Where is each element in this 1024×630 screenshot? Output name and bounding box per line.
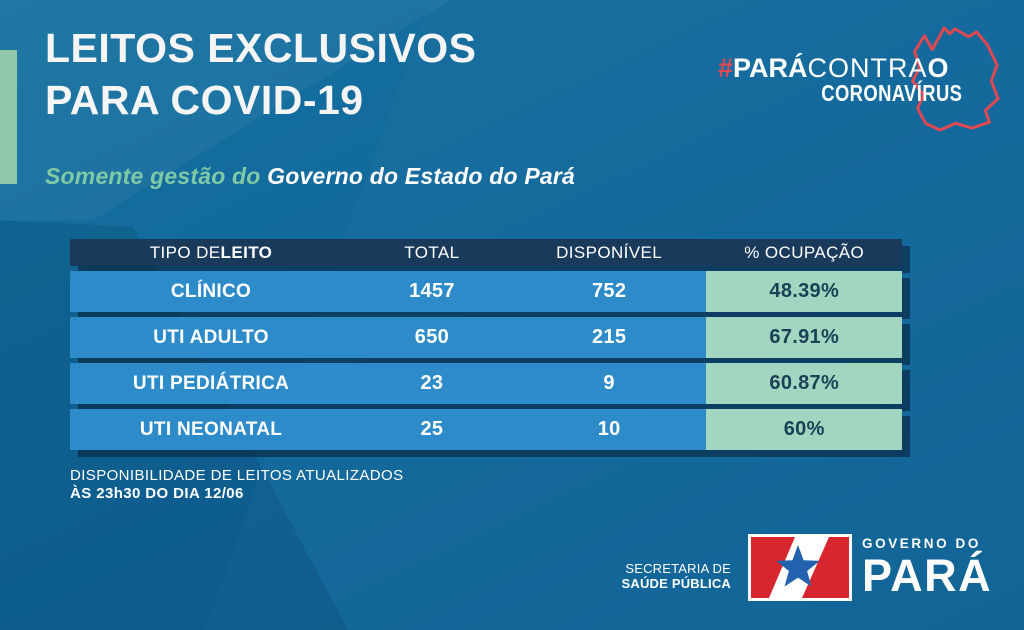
page-title: LEITOS EXCLUSIVOS PARA COVID-19	[45, 22, 477, 126]
available-cell: 752	[511, 271, 707, 312]
header-bed-type: TIPO DE LEITO	[70, 243, 352, 263]
table-row: UTI ADULTO 650 215 67.91%	[70, 317, 902, 358]
bed-type-cell: UTI PEDIÁTRICA	[70, 363, 353, 404]
campaign-coronavirus-label: CORONAVÍRUS	[820, 80, 962, 106]
header: LEITOS EXCLUSIVOS PARA COVID-19	[45, 22, 477, 126]
secretary-line1: SECRETARIA DE	[625, 561, 731, 576]
campaign-name-bold: PARÁ	[733, 53, 808, 83]
left-accent-bar	[0, 50, 17, 184]
campaign-name-bold2: O	[927, 53, 949, 83]
available-cell: 215	[511, 317, 707, 358]
para-label: PARÁ	[862, 550, 993, 601]
subtitle: Somente gestão do Governo do Estado do P…	[45, 163, 575, 190]
total-cell: 650	[352, 317, 512, 358]
occupancy-cell: 60.87%	[706, 363, 902, 404]
hash-symbol: #	[718, 53, 734, 83]
secretary-label: SECRETARIA DE SAÚDE PÚBLICA	[621, 561, 732, 591]
table-row: CLÍNICO 1457 752 48.39%	[70, 271, 902, 312]
bed-type-cell: UTI NEONATAL	[70, 409, 353, 450]
campaign-hashtag: #PARÁCONTRAO	[718, 55, 949, 82]
governo-do-label: GOVERNO DO	[862, 536, 982, 551]
campaign-name-light: CONTRA	[807, 53, 928, 83]
header-bed-type-bold: LEITO	[220, 242, 273, 262]
update-footnote: DISPONIBILIDADE DE LEITOS ATUALIZADOS ÀS…	[70, 467, 404, 502]
para-flag-icon	[748, 534, 852, 601]
campaign-logo: #PARÁCONTRAO CORONAVÍRUS	[700, 18, 1012, 150]
table-header-row: TIPO DE LEITO TOTAL DISPONÍVEL % OCUPAÇÃ…	[70, 239, 902, 266]
government-logo-text: GOVERNO DO PARÁ	[862, 537, 1014, 599]
available-cell: 10	[511, 409, 707, 450]
table-row: UTI PEDIÁTRICA 23 9 60.87%	[70, 363, 902, 404]
total-cell: 25	[352, 409, 512, 450]
table-row: UTI NEONATAL 25 10 60%	[70, 409, 902, 450]
beds-table: TIPO DE LEITO TOTAL DISPONÍVEL % OCUPAÇÃ…	[70, 239, 902, 450]
title-line2: PARA COVID-19	[45, 77, 364, 123]
header-available: DISPONÍVEL	[556, 242, 663, 262]
bed-type-cell: UTI ADULTO	[70, 317, 353, 358]
secretary-line2: SAÚDE PÚBLICA	[621, 575, 731, 591]
occupancy-cell: 48.39%	[706, 271, 902, 312]
para-state-outline-icon	[911, 26, 1000, 132]
occupancy-cell: 60%	[706, 409, 902, 450]
footnote-line2: ÀS 23h30 DO DIA 12/06	[70, 484, 244, 502]
title-line1: LEITOS EXCLUSIVOS	[45, 25, 477, 71]
bed-type-cell: CLÍNICO	[70, 271, 353, 312]
total-cell: 23	[352, 363, 512, 404]
occupancy-cell: 67.91%	[706, 317, 902, 358]
total-cell: 1457	[352, 271, 512, 312]
subtitle-prefix: Somente gestão do	[45, 163, 268, 189]
header-bed-type-prefix: TIPO DE	[149, 242, 221, 262]
footnote-line1: DISPONIBILIDADE DE LEITOS ATUALIZADOS	[70, 467, 404, 484]
subtitle-emphasis: Governo do Estado do Pará	[267, 163, 576, 189]
header-occupancy: % OCUPAÇÃO	[744, 242, 865, 262]
available-cell: 9	[511, 363, 707, 404]
header-total: TOTAL	[404, 242, 460, 262]
